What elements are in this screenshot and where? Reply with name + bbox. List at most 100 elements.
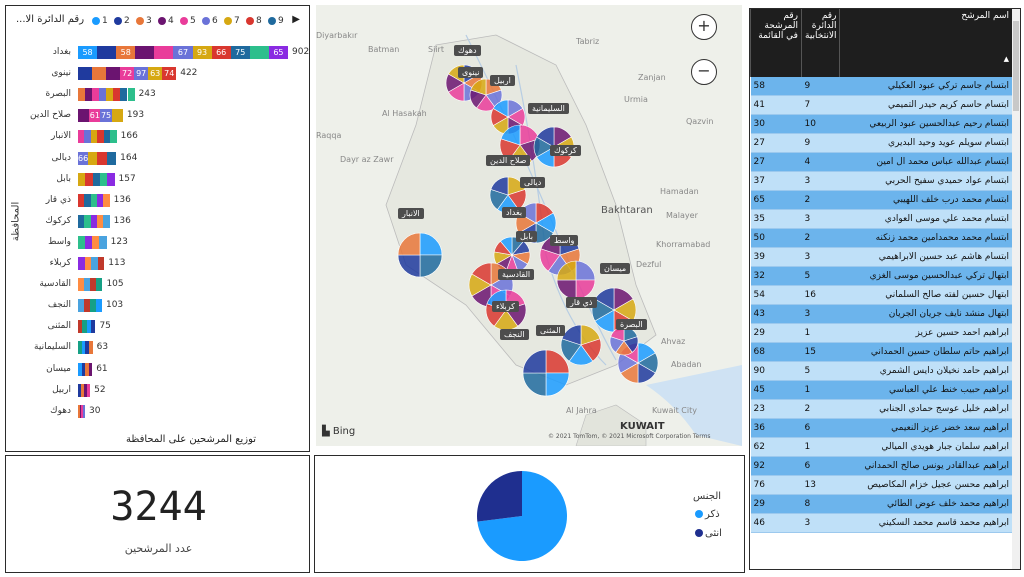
bar-segment[interactable]: 58 [78,46,98,59]
table-row[interactable]: ابراهيم خليل عوسج حمادي الجنابي 2 23 [750,399,1012,419]
bar-segment[interactable]: 93 [192,46,212,59]
bar-segment[interactable] [85,341,89,355]
header-candidate-name[interactable]: اسم المرشح ▲ [839,9,1012,77]
table-row[interactable]: ابتسام حاسم كريم حيدر التميمي 7 41 [750,95,1012,115]
map-governorate-label[interactable]: صلاح الدين [486,155,531,166]
bar-segment[interactable]: 75 [230,46,250,59]
bar-segment[interactable] [89,341,93,355]
bar-segment[interactable] [84,278,91,292]
map-pie-marker[interactable] [560,324,602,366]
bar-segment[interactable] [106,67,121,81]
table-row[interactable]: ابتهال تركي عبدالحسين موسى الغزي 5 32 [750,266,1012,286]
bar-segment[interactable] [84,193,91,207]
legend-item-2[interactable]: 2 [114,16,130,26]
bar-segment[interactable] [90,214,97,228]
table-row[interactable]: ابراهيم سلمان جبار هويدي الميالي 1 62 [750,437,1012,457]
map-governorate-label[interactable]: كركوك [550,145,581,156]
bar-segment[interactable] [97,151,107,165]
table-row[interactable]: ابراهيم حامد نخيلان دايس الشمري 5 90 [750,361,1012,381]
map-pie-marker[interactable] [469,78,503,112]
bar-segment[interactable] [97,46,117,59]
bar-segment[interactable] [89,299,96,313]
iraq-map[interactable]: Diyarbakır Batman Siirt Tabriz Al Hasakah Urm… [316,5,742,446]
map-governorate-label[interactable]: ميسان [600,263,631,274]
bar-segment[interactable] [84,257,92,270]
map-governorate-label[interactable]: الانبار [398,208,424,219]
table-row[interactable]: ابتهال منشد نايف جريان الجريان 3 43 [750,304,1012,324]
bar-segment[interactable]: 65 [268,46,288,59]
table-row[interactable]: ابراهيم عبدالقادر يونس صالح الحمداني 6 92 [750,456,1012,476]
bar-segment[interactable] [99,172,108,186]
bar-segment[interactable] [99,88,107,102]
bar-segment[interactable] [97,130,104,144]
map-background[interactable]: Diyarbakır Batman Siirt Tabriz Al Hasakah Urm… [316,5,742,446]
bar-segment[interactable]: 97 [134,67,149,81]
map-governorate-label[interactable]: ديالى [520,177,546,188]
map-pie-markers[interactable] [316,5,742,446]
legend-item-9[interactable]: 9 [268,16,284,26]
bar-segment[interactable]: 72 [120,67,135,81]
map-pie-marker[interactable] [609,326,639,356]
bar-segment[interactable] [92,235,100,249]
header-list-number[interactable]: رقم المرشحة في القائمة [750,9,802,77]
table-row[interactable]: ابتسام عبدالله عباس محمد ال امين 4 27 [750,152,1012,172]
table-row[interactable]: ابراهيم حبيب خنط علي العباسي 1 45 [750,380,1012,400]
bar-segment[interactable] [110,130,117,144]
bar-segment[interactable] [86,320,92,334]
bar-segment[interactable] [92,88,100,102]
bar-segment[interactable] [120,88,128,102]
bar-segment[interactable] [78,404,80,418]
table-row[interactable]: ابتسام جاسم تركي عبود العكيلي 9 58 [750,77,1012,96]
bar-segment[interactable] [249,46,269,59]
bar-segment[interactable] [91,320,96,334]
bar-segment[interactable] [83,404,85,418]
header-district-number[interactable]: رقم الدائرة الانتخابية [800,9,840,77]
bar-segment[interactable] [88,362,93,376]
table-row[interactable]: ابراهيم سعد خضر عزيز النعيمي 6 36 [750,418,1012,438]
bar-segment[interactable] [127,88,135,102]
bar-segment[interactable] [111,109,123,123]
gender-pie-slice[interactable] [477,471,522,522]
bar-segment[interactable] [78,214,85,228]
bar-segment[interactable] [78,257,85,270]
bar-segment[interactable] [90,130,98,144]
table-row[interactable]: ابتسام محمد علي موسى العوادي 3 35 [750,209,1012,229]
bar-segment[interactable] [78,109,90,123]
map-pie-marker[interactable] [397,232,443,278]
bar-segment[interactable]: 74 [162,67,177,81]
legend-item-1[interactable]: 1 [92,16,108,26]
candidates-table[interactable]: اسم المرشح ▲ رقم الدائرة الانتخابية رقم ا… [749,8,1021,570]
bar-segment[interactable] [95,299,102,313]
bar-segment[interactable] [103,130,111,144]
bar-segment[interactable] [78,341,82,355]
bar-segment[interactable] [90,193,97,207]
bar-segment[interactable] [135,46,155,59]
bar-segment[interactable]: 63 [148,67,163,81]
bar-segment[interactable] [84,214,91,228]
table-row[interactable]: ابتسام رحيم عبدالحسين عبود الربيعي 10 30 [750,114,1012,134]
legend-scroll-right-icon[interactable]: ▶ [292,14,300,25]
map-pie-marker[interactable] [522,349,570,397]
map-governorate-label[interactable]: دهوك [454,45,481,56]
bar-segment[interactable] [78,362,82,376]
bar-segment[interactable] [97,257,105,270]
table-scrollbar[interactable] [1012,9,1020,569]
bar-segment[interactable] [96,278,103,292]
bar-segment[interactable] [103,193,110,207]
scrollbar-thumb[interactable] [1013,21,1019,111]
bar-segment[interactable] [81,404,84,418]
bar-segment[interactable] [154,46,174,59]
gender-pie-graphic[interactable] [450,456,650,574]
bar-segment[interactable] [87,151,98,165]
table-row[interactable]: ابتسام سويلم عويد وحيد البديري 9 27 [750,133,1012,153]
table-row[interactable]: ابتسام عواد حميدي سفيح الحربي 3 37 [750,171,1012,191]
table-row[interactable]: ابتسام هاشم عبد حسين الابراهيمي 3 39 [750,247,1012,267]
map-governorate-label[interactable]: البصرة [616,319,647,330]
legend-item-6[interactable]: 6 [202,16,218,26]
bar-segment[interactable] [79,404,82,418]
map-governorate-label[interactable]: القادسية [498,269,535,280]
bar-segment[interactable] [84,130,91,144]
bar-segment[interactable] [78,299,84,313]
gender-legend-item[interactable]: انثى [695,528,722,539]
bar-segment[interactable]: 61 [89,109,101,123]
